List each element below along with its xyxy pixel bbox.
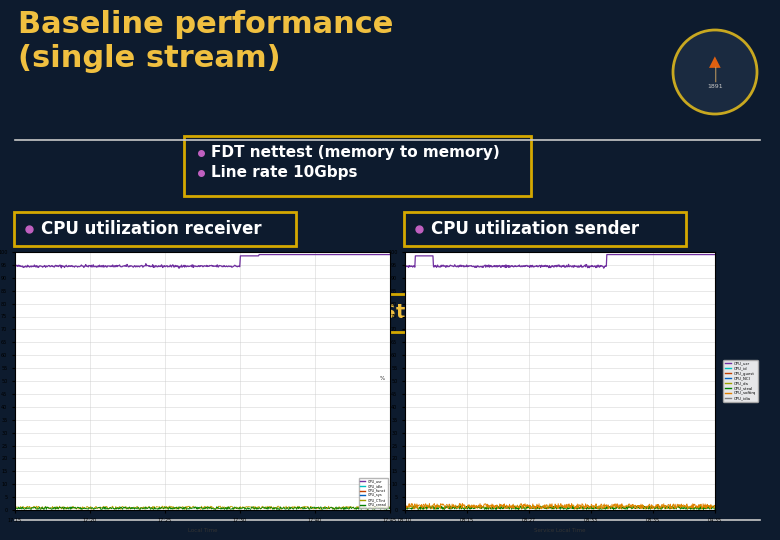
Y-axis label: %: % [380,376,385,381]
FancyBboxPatch shape [14,212,296,246]
FancyBboxPatch shape [263,294,512,332]
FancyBboxPatch shape [184,136,531,196]
Text: 1891: 1891 [707,84,723,89]
Text: Line rate 10Gbps: Line rate 10Gbps [211,165,357,180]
Circle shape [673,30,757,114]
Text: │: │ [711,66,718,82]
Text: CPU utilization receiver: CPU utilization receiver [41,220,261,238]
Text: CPU utilization sender: CPU utilization sender [431,220,639,238]
FancyBboxPatch shape [460,403,639,442]
Text: Baseline performance
(single stream): Baseline performance (single stream) [18,10,393,72]
FancyBboxPatch shape [73,403,252,442]
X-axis label: Service Local Time: Service Local Time [534,528,586,533]
Legend: CPU_usr, CPU_id, CPU_guest, CPU_NCI, CPU_da, CPU_steal, CPU_softirq, CPU_idia: CPU_usr, CPU_id, CPU_guest, CPU_NCI, CPU… [723,360,757,402]
Text: 1 TCP Stream: 1 TCP Stream [313,303,462,322]
Legend: CPU_usr, CPU_idle, CPU_funct, CPU_sys, CPU_CTint, CPU_cread: CPU_usr, CPU_idle, CPU_funct, CPU_sys, C… [359,478,388,508]
Text: 95% idle: 95% idle [506,414,593,431]
X-axis label: Local Time: Local Time [188,528,218,533]
Text: FDT nettest (memory to memory): FDT nettest (memory to memory) [211,145,500,160]
FancyBboxPatch shape [404,212,686,246]
Text: ▲: ▲ [709,55,721,70]
Text: 95% idle: 95% idle [119,414,206,431]
